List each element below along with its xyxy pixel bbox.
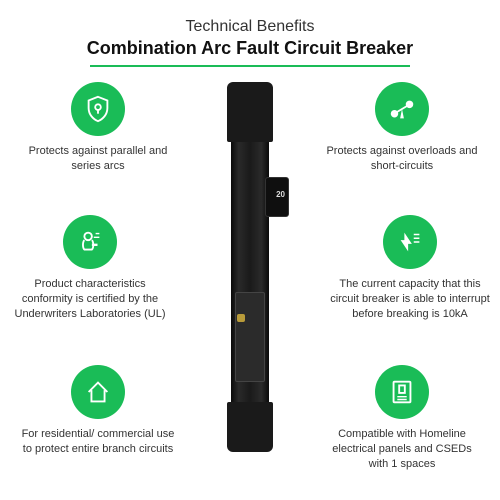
product-image (205, 82, 295, 452)
panel-icon (375, 365, 429, 419)
interrupt-icon (383, 215, 437, 269)
feature-residential: For residential/ commercial use to prote… (18, 365, 178, 457)
feature-text: Protects against parallel and series arc… (18, 144, 178, 174)
feature-protect-overload: Protects against overloads and short-cir… (322, 82, 482, 174)
feature-text: Product characteristics conformity is ce… (10, 277, 170, 322)
feature-certified: Product characteristics conformity is ce… (10, 215, 170, 322)
feature-interrupt-capacity: The current capacity that this circuit b… (330, 215, 490, 322)
certified-icon (63, 215, 117, 269)
feature-text: For residential/ commercial use to prote… (18, 427, 178, 457)
feature-text: The current capacity that this circuit b… (330, 277, 490, 322)
header-divider (90, 65, 410, 67)
feature-compatibility: Compatible with Homeline electrical pane… (322, 365, 482, 472)
feature-text: Compatible with Homeline electrical pane… (322, 427, 482, 472)
header: Technical Benefits Combination Arc Fault… (0, 0, 500, 67)
house-icon (71, 365, 125, 419)
feature-protect-arcs: Protects against parallel and series arc… (18, 82, 178, 174)
balance-icon (375, 82, 429, 136)
subtitle: Technical Benefits (0, 18, 500, 36)
page-title: Combination Arc Fault Circuit Breaker (0, 38, 500, 59)
feature-text: Protects against overloads and short-cir… (322, 144, 482, 174)
shield-icon (71, 82, 125, 136)
